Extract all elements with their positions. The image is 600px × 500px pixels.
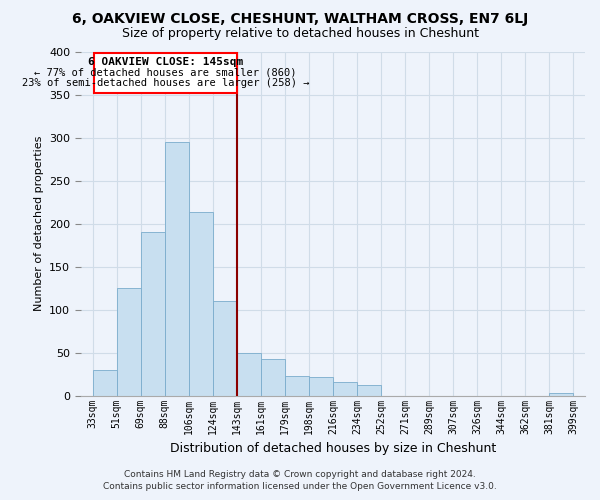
FancyBboxPatch shape — [94, 53, 237, 93]
Bar — [141, 232, 165, 396]
Bar — [333, 382, 357, 396]
Bar — [549, 393, 573, 396]
Bar — [117, 288, 141, 396]
Bar — [237, 352, 261, 396]
Bar — [93, 370, 117, 396]
Text: Size of property relative to detached houses in Cheshunt: Size of property relative to detached ho… — [121, 28, 479, 40]
Text: 23% of semi-detached houses are larger (258) →: 23% of semi-detached houses are larger (… — [22, 78, 309, 88]
Bar — [285, 376, 309, 396]
Text: 6, OAKVIEW CLOSE, CHESHUNT, WALTHAM CROSS, EN7 6LJ: 6, OAKVIEW CLOSE, CHESHUNT, WALTHAM CROS… — [72, 12, 528, 26]
Bar — [309, 376, 333, 396]
Bar — [261, 358, 285, 396]
Y-axis label: Number of detached properties: Number of detached properties — [34, 136, 44, 312]
Bar — [213, 301, 237, 396]
Text: ← 77% of detached houses are smaller (860): ← 77% of detached houses are smaller (86… — [34, 68, 296, 78]
Bar — [165, 142, 189, 396]
Bar — [189, 212, 213, 396]
Bar — [357, 386, 381, 396]
X-axis label: Distribution of detached houses by size in Cheshunt: Distribution of detached houses by size … — [170, 442, 496, 455]
Text: Contains HM Land Registry data © Crown copyright and database right 2024.
Contai: Contains HM Land Registry data © Crown c… — [103, 470, 497, 491]
Text: 6 OAKVIEW CLOSE: 145sqm: 6 OAKVIEW CLOSE: 145sqm — [88, 56, 243, 66]
